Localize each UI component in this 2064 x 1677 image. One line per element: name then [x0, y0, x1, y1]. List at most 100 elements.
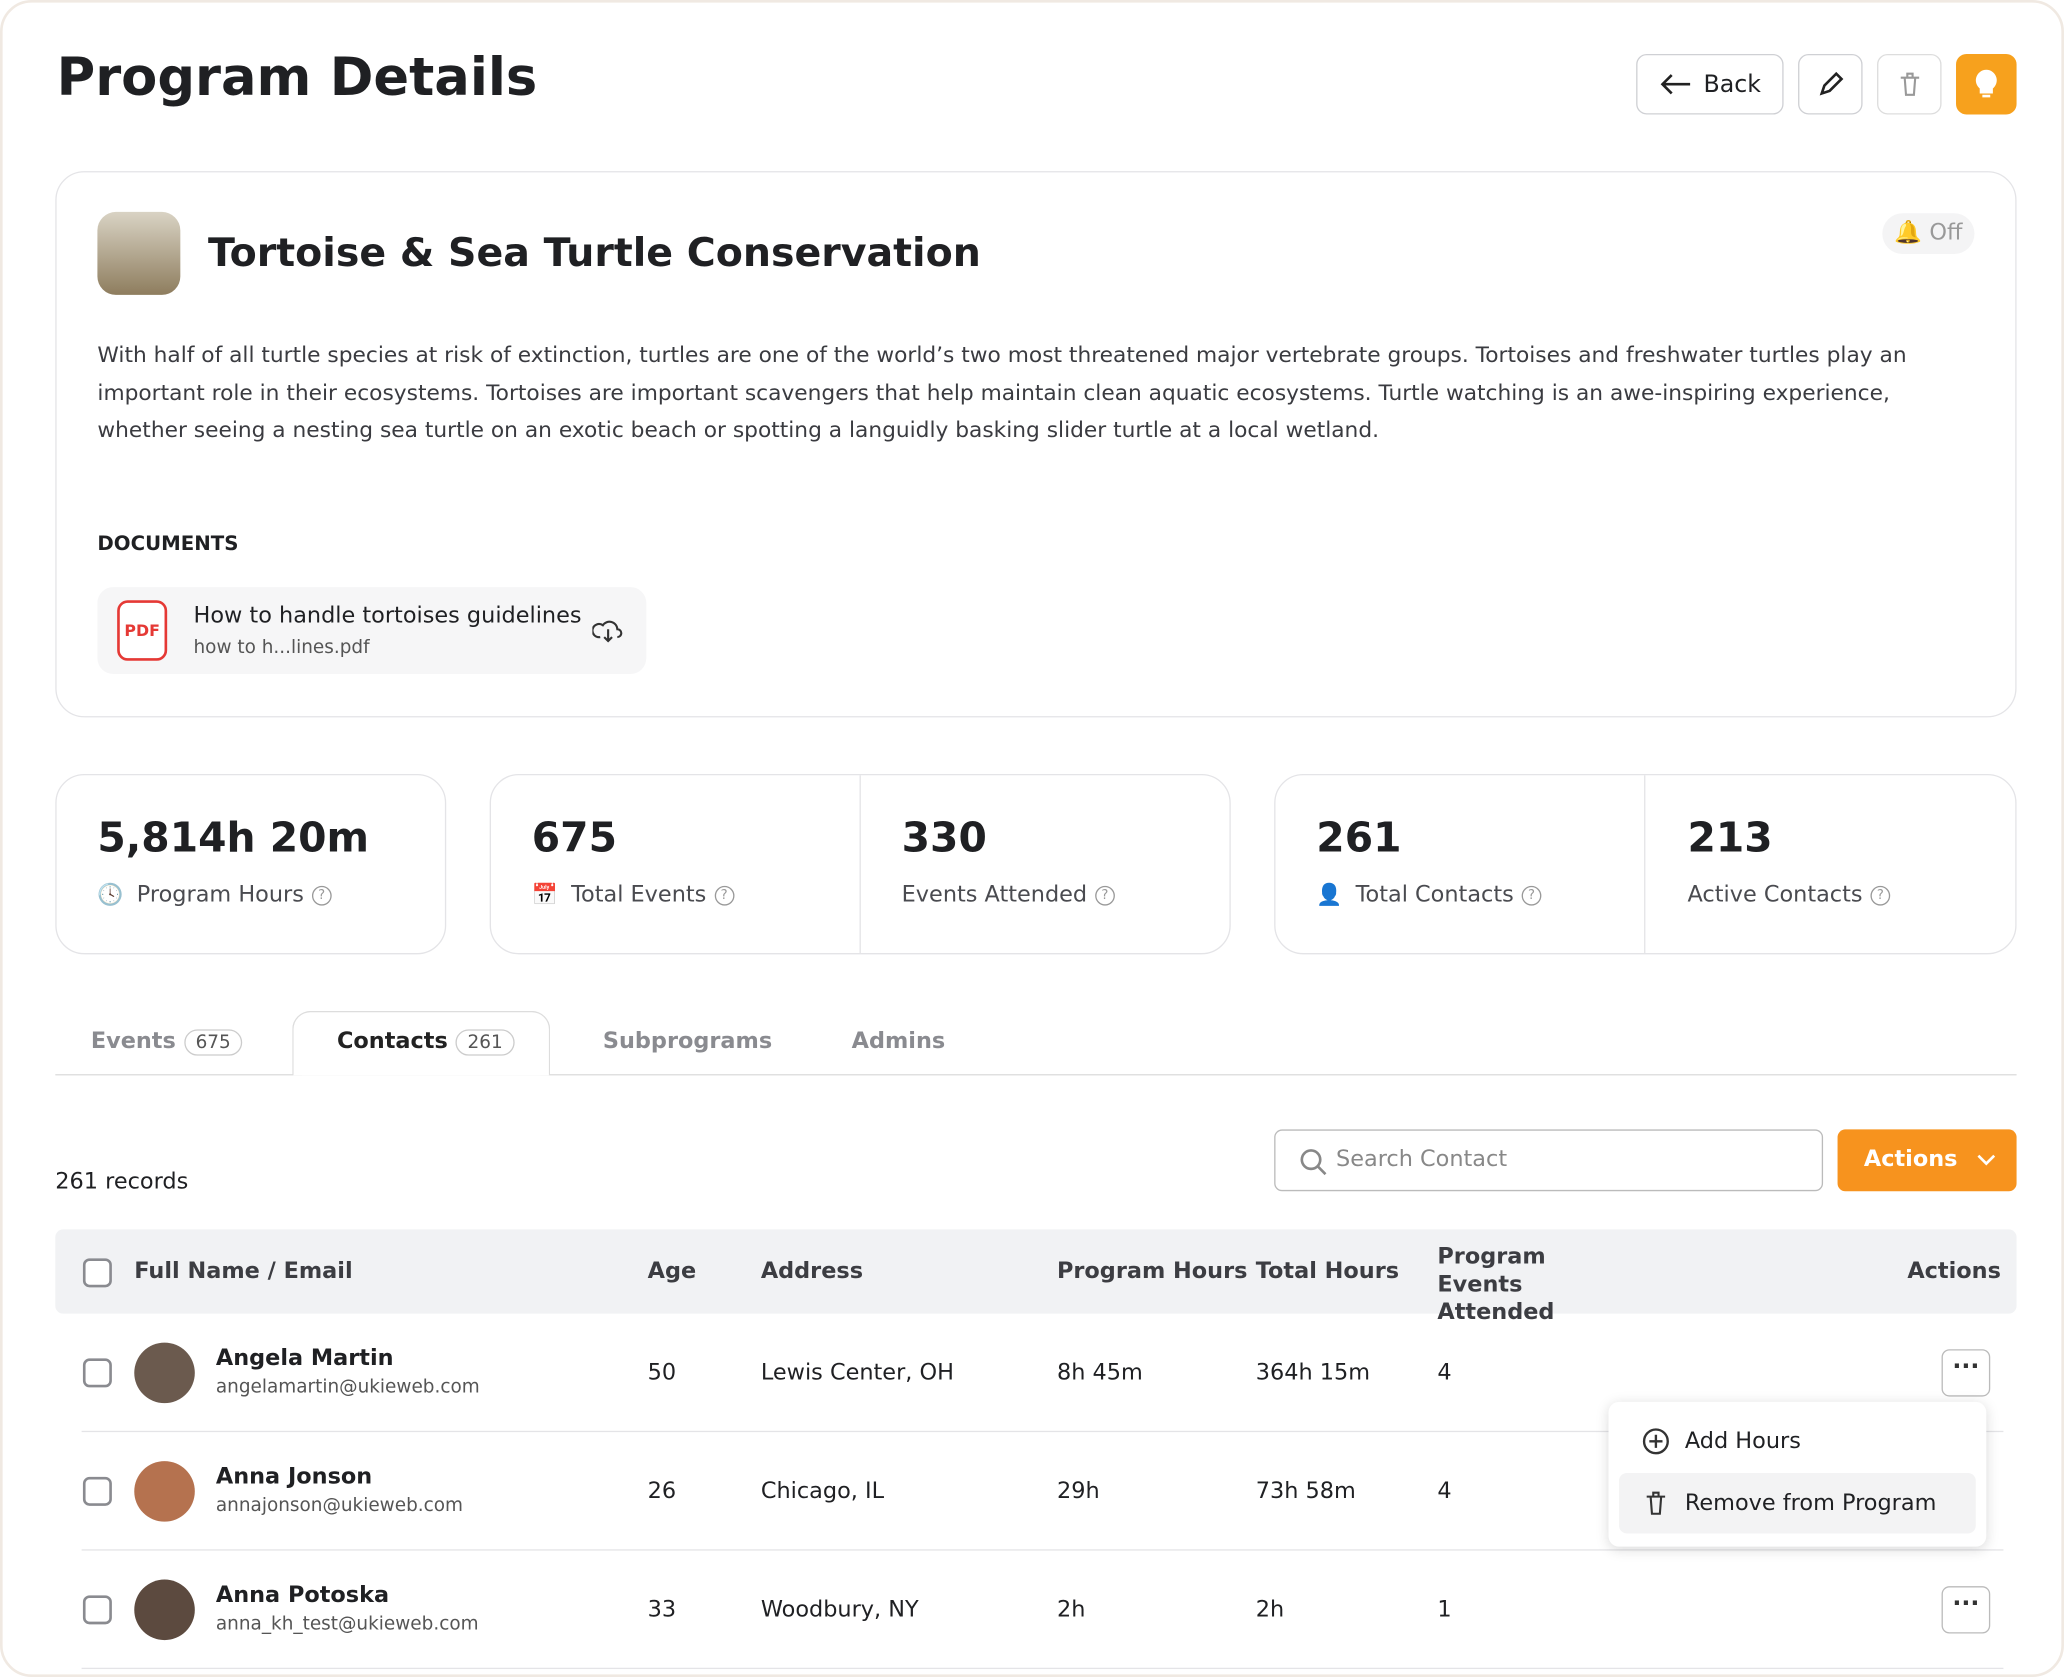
tab[interactable]: Contacts 261: [337, 1028, 515, 1056]
records-count: 261 records: [55, 1168, 189, 1196]
notification-label: Off: [1929, 219, 1963, 247]
program-image: [97, 211, 181, 295]
stat-value: 675: [531, 814, 617, 863]
avatar: [134, 1579, 195, 1641]
document[interactable]: PDF How to handle tortoises guidelines h…: [97, 587, 647, 674]
column-header: Address: [760, 1258, 864, 1285]
column-header: Age: [647, 1258, 697, 1285]
search-icon: [1300, 1149, 1327, 1176]
stat-label: Events Attended?: [902, 882, 1115, 908]
row-menu: Add Hours Remove from Program: [1608, 1401, 1987, 1547]
tips-button[interactable]: [1956, 53, 2017, 115]
row-divider: [81, 1549, 2004, 1551]
row-divider: [81, 1430, 2004, 1433]
stat-card: [1274, 773, 2017, 955]
cell: Woodbury, NY: [760, 1596, 919, 1623]
contact-email: anna_kh_test@ukieweb.com: [215, 1613, 479, 1635]
stat-label-text: Active Contacts: [1687, 881, 1863, 909]
row-actions[interactable]: ···: [1941, 1586, 1991, 1634]
help-icon[interactable]: ?: [714, 885, 734, 905]
cell: 50: [647, 1359, 677, 1387]
divider: [859, 775, 861, 954]
tab-label: Events: [90, 1028, 176, 1055]
cell: 2h: [1056, 1596, 1086, 1623]
contact-name: Angela Martin: [215, 1345, 394, 1372]
stat-label-text: Events Attended: [901, 881, 1088, 909]
cell: 4: [1437, 1478, 1452, 1505]
row-checkbox[interactable]: [82, 1476, 112, 1506]
search-input[interactable]: Search Contact: [1274, 1129, 1824, 1192]
delete-button[interactable]: [1877, 53, 1942, 115]
column-header: Total Hours: [1255, 1258, 1400, 1285]
tab-label: Contacts: [336, 1028, 448, 1055]
cell: 364h 15m: [1255, 1359, 1371, 1387]
divider: [1644, 775, 1646, 954]
tab[interactable]: Admins: [852, 1028, 946, 1054]
column-header: Program Events Attended: [1437, 1243, 1555, 1326]
tab[interactable]: Events 675: [91, 1028, 243, 1056]
contact-name: Anna Potoska: [215, 1582, 390, 1609]
cell: 4: [1437, 1359, 1452, 1387]
stat-label-text: Total Contacts: [1355, 881, 1514, 909]
contact-name: Anna Jonson: [215, 1463, 373, 1491]
actions-button[interactable]: Actions: [1837, 1129, 2017, 1192]
stat-card: [55, 773, 447, 955]
back-label: Back: [1703, 70, 1762, 99]
trash-icon: [1646, 1491, 1666, 1515]
page-title: Program Details: [56, 47, 538, 108]
stat-value: 330: [901, 814, 987, 863]
cell: 2h: [1255, 1596, 1285, 1623]
select-all[interactable]: [82, 1258, 112, 1288]
tab[interactable]: Subprograms: [603, 1028, 772, 1054]
add-icon: [1642, 1428, 1669, 1455]
help-icon[interactable]: ?: [1521, 885, 1542, 905]
stat-icon: 📅: [531, 881, 559, 907]
table-header: [55, 1229, 2017, 1314]
menu-hover: [1619, 1472, 1976, 1534]
cell: 33: [647, 1596, 677, 1623]
row-checkbox[interactable]: [82, 1358, 112, 1388]
menu-item[interactable]: Add Hours: [1684, 1428, 1801, 1455]
row-divider: [81, 1667, 2004, 1670]
column-header: Program Hours: [1056, 1258, 1248, 1285]
contact-email: angelamartin@ukieweb.com: [215, 1376, 480, 1398]
row-checkbox[interactable]: [82, 1595, 112, 1625]
icon: [1900, 72, 1919, 96]
back-button[interactable]: Back: [1636, 53, 1784, 115]
tab-line: [55, 1074, 2017, 1076]
tab-label: Subprograms: [602, 1028, 773, 1055]
stat-icon: 👤: [1316, 881, 1343, 907]
documents-label: DOCUMENTS: [97, 531, 239, 556]
stat-label: 🕓 Program Hours?: [97, 881, 332, 909]
icon: [1819, 71, 1843, 96]
avatar: [134, 1461, 195, 1522]
download-icon[interactable]: [592, 617, 624, 643]
contact-email: annajonson@ukieweb.com: [215, 1495, 464, 1517]
help-icon[interactable]: ?: [1870, 885, 1891, 905]
help-icon[interactable]: ?: [1095, 885, 1115, 905]
cell: 8h 45m: [1056, 1359, 1143, 1387]
help-icon[interactable]: ?: [311, 885, 332, 905]
tab-count: 261: [455, 1029, 515, 1056]
document-filename: how to h...lines.pdf: [193, 637, 370, 659]
row-actions[interactable]: ···: [1941, 1349, 1991, 1397]
stat-icon: 🕓: [97, 881, 124, 907]
stat-label-text: Program Hours: [136, 881, 304, 909]
search-placeholder: Search Contact: [1336, 1146, 1508, 1173]
cell: 26: [647, 1478, 677, 1505]
column-header: Actions: [1907, 1258, 2001, 1285]
cell: 73h 58m: [1255, 1478, 1356, 1505]
menu-item[interactable]: Remove from Program: [1684, 1490, 1937, 1517]
program-description: With half of all turtle species at risk …: [97, 342, 1907, 443]
cell: Chicago, IL: [760, 1478, 885, 1505]
tab-label: Admins: [851, 1028, 946, 1055]
column-header: Full Name / Email: [134, 1258, 353, 1285]
edit-button[interactable]: [1798, 53, 1863, 115]
stat-label-text: Total Events: [571, 881, 707, 909]
document-title: How to handle tortoises guidelines: [193, 602, 582, 630]
cell: Lewis Center, OH: [760, 1359, 954, 1387]
notification-toggle[interactable]: 🔔 Off: [1882, 213, 1975, 255]
program-title: Tortoise & Sea Turtle Conservation: [207, 230, 981, 277]
